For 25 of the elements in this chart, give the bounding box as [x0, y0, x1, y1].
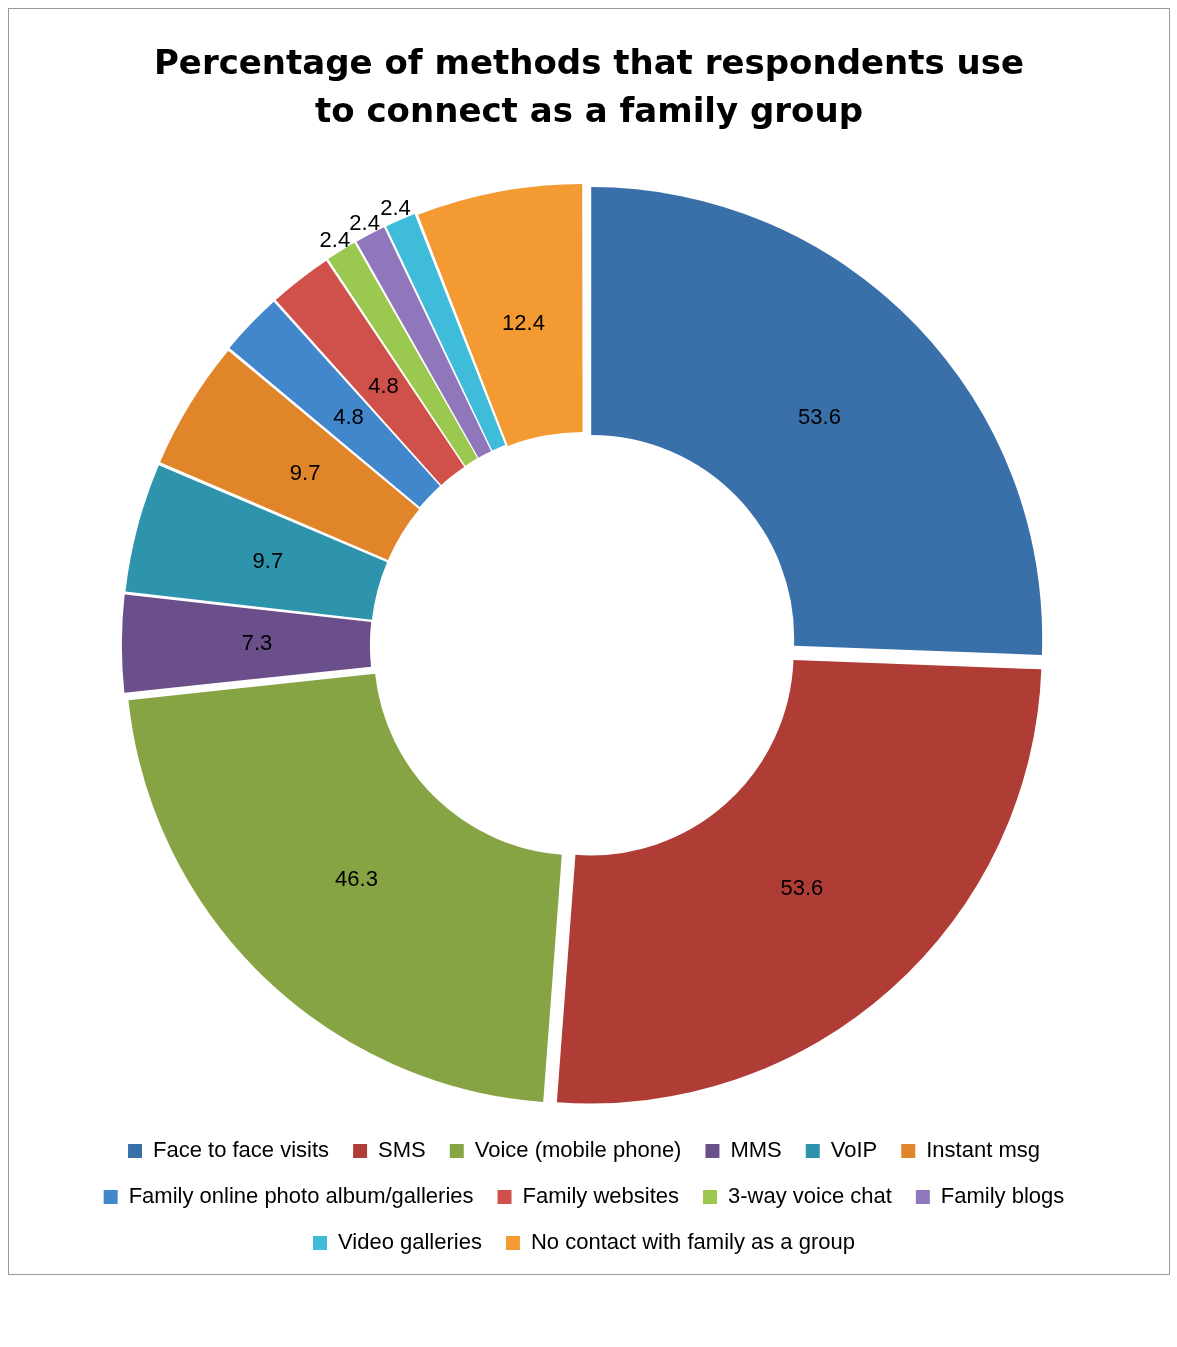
- chart-title: Percentage of methods that respondents use to connect as a family group: [152, 41, 1026, 132]
- data-label: 2.4: [349, 209, 380, 235]
- legend-label: Family websites: [522, 1183, 679, 1209]
- legend-label: 3-way voice chat: [728, 1183, 892, 1209]
- legend-label: Family blogs: [940, 1183, 1065, 1209]
- data-label: 12.4: [502, 309, 545, 335]
- legend-label: MMS: [730, 1137, 782, 1163]
- data-label: 2.4: [380, 195, 411, 221]
- legend-label: Instant msg: [926, 1137, 1040, 1163]
- data-label: 4.8: [368, 372, 399, 398]
- data-label: 2.4: [319, 226, 351, 252]
- legend-label: Face to face visits: [153, 1137, 330, 1163]
- data-label: 53.6: [798, 404, 841, 430]
- legend-label: Family online photo album/galleries: [128, 1183, 474, 1209]
- data-label: 9.7: [252, 547, 284, 573]
- data-label: 7.3: [241, 630, 273, 656]
- legend-label: No contact with family as a group: [530, 1229, 855, 1255]
- legend-label: Voice (mobile phone): [474, 1137, 682, 1163]
- data-label: 46.3: [335, 866, 378, 892]
- legend-label: SMS: [378, 1137, 426, 1163]
- data-label: 9.7: [289, 460, 321, 486]
- legend-label: VoIP: [830, 1137, 878, 1163]
- legend-label: Video galleries: [338, 1229, 482, 1255]
- data-label: 53.6: [780, 875, 824, 901]
- data-label: 4.8: [333, 404, 364, 430]
